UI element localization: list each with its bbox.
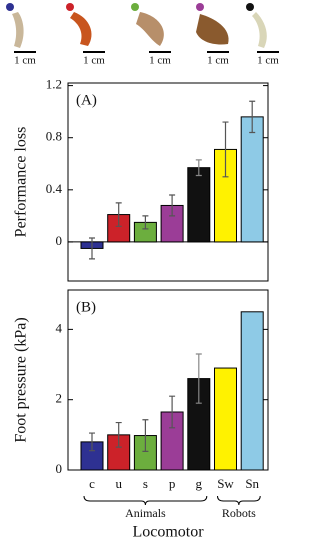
error-bar bbox=[142, 419, 149, 452]
error-bar bbox=[115, 202, 122, 227]
error-bar bbox=[115, 421, 122, 448]
error-bar bbox=[195, 353, 202, 404]
x-tick-label: c bbox=[89, 476, 95, 491]
error-bar bbox=[222, 121, 229, 178]
error-bar bbox=[249, 100, 256, 134]
group-label: Robots bbox=[222, 506, 256, 520]
plot-frame bbox=[67, 82, 269, 282]
color-keys bbox=[6, 3, 254, 11]
group-brace bbox=[217, 495, 261, 506]
foot-images bbox=[12, 12, 267, 48]
bar bbox=[187, 167, 211, 243]
x-tick-label: Sn bbox=[245, 476, 259, 491]
bar bbox=[240, 311, 264, 471]
error-bar bbox=[89, 432, 95, 452]
y-axis-title: Performance loss bbox=[13, 127, 30, 238]
scale-label: 1 cm bbox=[149, 55, 171, 67]
error-bar bbox=[195, 159, 202, 177]
figure: 1 cm 1 cm 1 cm 1 cm 1 cm 0 0.4 0.8 1.2 (A) Perfor… bbox=[6, 3, 279, 541]
x-tick-label: g bbox=[196, 476, 203, 491]
panel-label: (A) bbox=[76, 92, 97, 108]
y-tick-label: 0 bbox=[56, 233, 63, 248]
foot-image bbox=[70, 12, 92, 46]
foot-image bbox=[12, 12, 24, 48]
y-tick-label: 0.4 bbox=[46, 181, 63, 196]
color-key bbox=[66, 3, 74, 11]
color-key bbox=[196, 3, 204, 11]
error-bar bbox=[169, 395, 176, 429]
scale-bars: 1 cm 1 cm 1 cm 1 cm 1 cm bbox=[14, 51, 279, 67]
error-bar bbox=[89, 237, 95, 260]
y-tick-label: 0.8 bbox=[46, 129, 62, 144]
group-brace bbox=[83, 495, 208, 506]
error-bar bbox=[169, 194, 176, 217]
error-bar bbox=[142, 215, 149, 230]
x-axis-title: Locomotor bbox=[132, 524, 204, 541]
x-tick-label: s bbox=[143, 476, 148, 491]
y-tick-label: 1.2 bbox=[46, 77, 62, 92]
y-tick-label: 0 bbox=[56, 461, 63, 476]
x-tick-label: Sw bbox=[217, 476, 234, 491]
y-axis-title: Foot pressure (kPa) bbox=[13, 317, 30, 442]
y-tick-label: 2 bbox=[56, 391, 63, 406]
x-tick-label: p bbox=[169, 476, 176, 491]
foot-image bbox=[196, 14, 229, 45]
foot-image bbox=[136, 12, 164, 46]
color-key bbox=[6, 3, 14, 11]
panel-label: (B) bbox=[76, 299, 96, 315]
bar bbox=[214, 367, 237, 471]
x-tick-label: u bbox=[115, 476, 122, 491]
scale-label: 1 cm bbox=[257, 55, 279, 67]
color-key bbox=[131, 3, 139, 11]
bar bbox=[240, 116, 264, 243]
color-key bbox=[246, 3, 254, 11]
y-tick-label: 4 bbox=[56, 320, 63, 335]
scale-label: 1 cm bbox=[83, 55, 105, 67]
scale-label: 1 cm bbox=[14, 55, 36, 67]
foot-image bbox=[252, 12, 267, 48]
scale-label: 1 cm bbox=[207, 55, 229, 67]
group-label: Animals bbox=[125, 506, 166, 520]
